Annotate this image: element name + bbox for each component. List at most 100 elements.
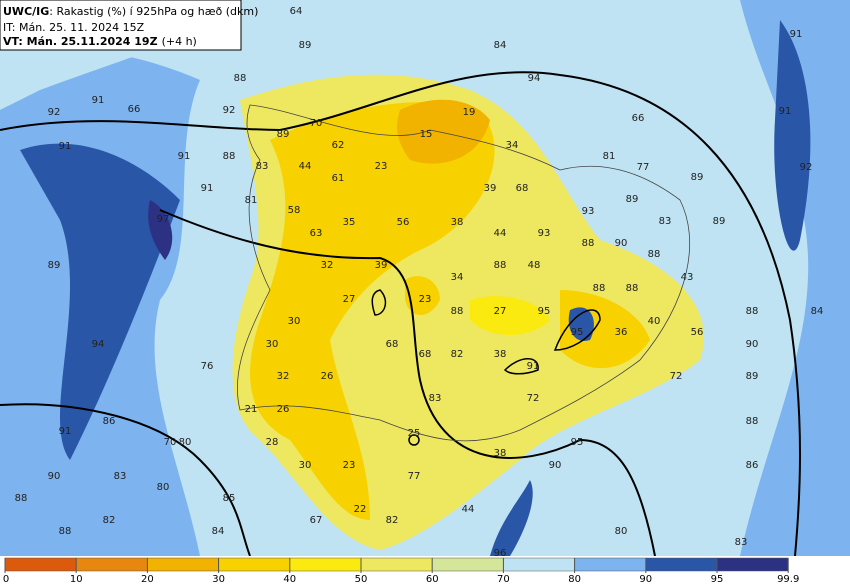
issue-time: IT: Mán. 25. 11. 2024 15Z	[3, 21, 145, 34]
map-value-label: 32	[277, 371, 290, 382]
map-value-label: 90	[615, 238, 628, 249]
model-name: UWC/IG	[3, 5, 49, 18]
map-value-label: 92	[223, 105, 236, 116]
map-value-label: 95	[571, 327, 584, 338]
map-value-label: 94	[92, 339, 105, 350]
map-value-label: 84	[494, 40, 507, 51]
map-value-label: 91	[59, 426, 72, 437]
colorbar-segment	[574, 557, 647, 572]
map-value-label: 97	[157, 214, 170, 225]
map-value-label: 70	[164, 437, 177, 448]
colorbar-tick-label: 30	[212, 574, 225, 585]
map-value-label: 81	[603, 151, 616, 162]
map-value-label: 15	[420, 129, 433, 140]
map-value-label: 27	[494, 306, 507, 317]
map-value-label: 58	[288, 205, 301, 216]
map-value-label: 35	[343, 217, 356, 228]
map-value-label: 38	[494, 448, 507, 459]
map-value-label: 82	[386, 515, 399, 526]
map-value-label: 25	[408, 428, 421, 439]
map-value-label: 27	[343, 294, 356, 305]
map-value-label: 91	[92, 95, 105, 106]
map-value-label: 89	[277, 129, 290, 140]
map-value-label: 64	[290, 6, 303, 17]
map-value-label: 77	[637, 162, 650, 173]
map-value-label: 44	[494, 228, 507, 239]
map-value-label: 56	[397, 217, 410, 228]
svg-text:VT: Mán. 25.11.2024 19Z(+4 h): VT: Mán. 25.11.2024 19Z (+4 h)	[3, 35, 197, 48]
map-value-label: 88	[648, 249, 661, 260]
map-value-label: 85	[223, 493, 236, 504]
map-value-label: 94	[528, 73, 541, 84]
map-value-label: 88	[15, 493, 28, 504]
map-value-label: 83	[256, 161, 269, 172]
map-value-label: 44	[299, 161, 312, 172]
value-labels: 64 84 91 89 88 94 91 92 66 92 70 19 66 91 89 15 62 34 91 91…	[15, 6, 824, 559]
map-value-label: 86	[103, 416, 116, 427]
map-value-label: 84	[212, 526, 225, 537]
map-value-label: 34	[506, 140, 519, 151]
map-value-label: 36	[615, 327, 628, 338]
map-value-label: 68	[386, 339, 399, 350]
map-value-label: 68	[419, 349, 432, 360]
map-value-label: 70	[310, 118, 323, 129]
map-value-label: 76	[201, 361, 214, 372]
map-value-label: 39	[375, 260, 388, 271]
map-value-label: 93	[538, 228, 551, 239]
colorbar-tick-label: 95	[711, 574, 724, 585]
colorbar-tick-label: 80	[568, 574, 581, 585]
colorbar-tick-label: 50	[355, 574, 368, 585]
map-value-label: 83	[114, 471, 127, 482]
map-value-label: 72	[527, 393, 540, 404]
map-value-label: 44	[462, 504, 475, 515]
map-value-label: 91	[59, 141, 72, 152]
map-value-label: 66	[632, 113, 645, 124]
map-value-label: 43	[681, 272, 694, 283]
map-value-label: 72	[670, 371, 683, 382]
map-value-label: 83	[429, 393, 442, 404]
colorbar-tick-label: 10	[70, 574, 83, 585]
map-value-label: 88	[582, 238, 595, 249]
lead-time: (+4 h)	[162, 35, 197, 48]
map-value-label: 38	[494, 349, 507, 360]
map-value-label: 95	[571, 437, 584, 448]
map-value-label: 86	[746, 460, 759, 471]
map-value-label: 22	[354, 504, 367, 515]
coastline	[236, 104, 690, 442]
contours	[0, 71, 801, 557]
map-value-label: 67	[310, 515, 323, 526]
map-value-label: 89	[626, 194, 639, 205]
map-value-label: 89	[48, 260, 61, 271]
map-value-label: 91	[779, 106, 792, 117]
map-value-label: 21	[245, 404, 258, 415]
map-value-label: 89	[691, 172, 704, 183]
map-value-label: 30	[288, 316, 301, 327]
colorbar-segment	[716, 557, 789, 572]
colorbar-segment	[147, 557, 219, 572]
map-value-label: 80	[179, 437, 192, 448]
map-value-label: 30	[266, 339, 279, 350]
map-value-label: 77	[408, 471, 421, 482]
map-value-label: 26	[277, 404, 290, 415]
map-value-label: 93	[582, 206, 595, 217]
svg-text:UWC/IG: Rakastig (%) í 925hPa: UWC/IG: Rakastig (%) í 925hPa og hæð (dk…	[3, 5, 258, 18]
map-value-label: 34	[451, 272, 464, 283]
colorbar-segment	[4, 557, 77, 572]
colorbar-segment	[503, 557, 575, 572]
map-value-label: 28	[266, 437, 279, 448]
colorbar: 0 10 20 30 40 50 60 70 80 90 95 99.9	[3, 557, 799, 585]
map-value-label: 23	[419, 294, 432, 305]
map-value-label: 88	[746, 416, 759, 427]
map-value-label: 96	[494, 548, 507, 559]
map-value-label: 68	[516, 183, 529, 194]
map-value-label: 92	[48, 107, 61, 118]
colorbar-tick-label: 99.9	[777, 574, 799, 585]
map-value-label: 88	[451, 306, 464, 317]
map-value-label: 83	[735, 537, 748, 548]
map-value-label: 26	[321, 371, 334, 382]
map-value-label: 90	[48, 471, 61, 482]
colorbar-tick-label: 0	[3, 574, 9, 585]
map-value-label: 88	[234, 73, 247, 84]
map-value-label: 80	[157, 482, 170, 493]
map-value-label: 81	[245, 195, 258, 206]
